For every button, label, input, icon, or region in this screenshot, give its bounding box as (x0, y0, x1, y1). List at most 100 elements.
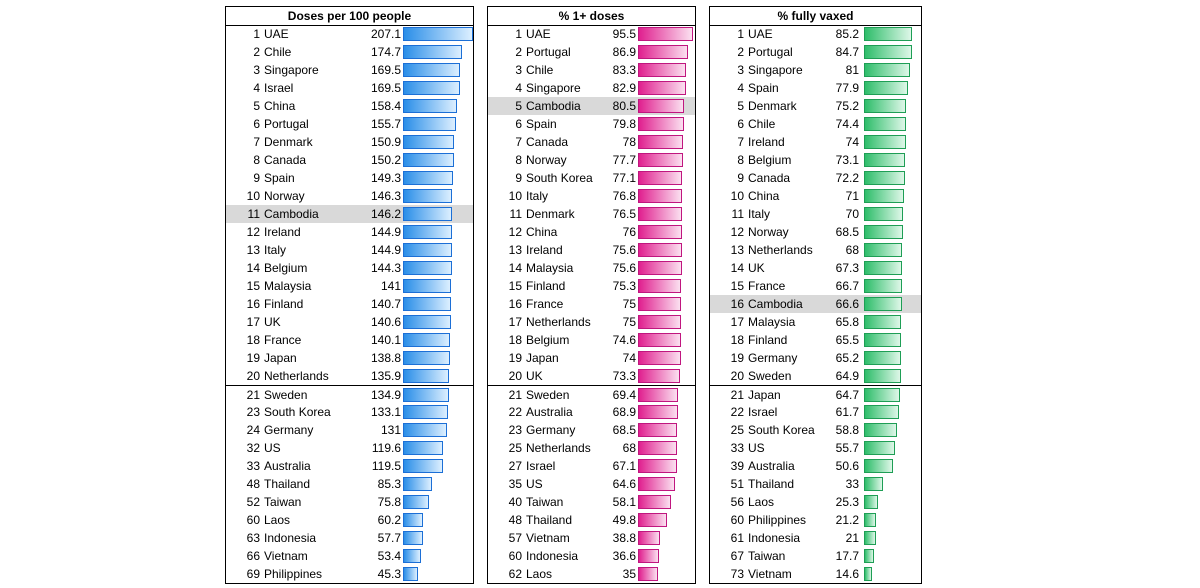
value-bar (864, 423, 898, 437)
rank-label: 1 (737, 27, 744, 41)
value-label: 49.8 (612, 513, 636, 527)
country-label: China (526, 225, 558, 239)
value-bar (864, 261, 902, 275)
value-bar (403, 189, 453, 203)
table-row: 12 Ireland 144.9 (226, 223, 473, 241)
country-label: Netherlands (526, 441, 591, 455)
value-bar (638, 531, 661, 545)
rank-label: 67 (730, 549, 744, 563)
rank-label: 23 (508, 423, 522, 437)
rank-label: 10 (246, 189, 260, 203)
table-row: 23 Germany 68.5 (488, 421, 695, 439)
table-row: 3 Singapore 81 (710, 61, 921, 79)
country-label: Cambodia (748, 297, 803, 311)
country-label: Netherlands (526, 315, 591, 329)
table-row: 16 Finland 140.7 (226, 295, 473, 313)
rank-label: 11 (509, 207, 522, 221)
table-row: 22 Israel 61.7 (710, 403, 921, 421)
value-label: 64.9 (835, 369, 859, 383)
table-row: 2 Portugal 86.9 (488, 43, 695, 61)
value-label: 57.7 (377, 531, 401, 545)
country-label: UAE (526, 27, 551, 41)
country-label: Philippines (264, 567, 323, 581)
rank-label: 17 (730, 315, 744, 329)
table-row: 12 Norway 68.5 (710, 223, 921, 241)
value-bar (638, 441, 678, 455)
value-label: 76 (622, 225, 636, 239)
value-label: 77.7 (612, 153, 636, 167)
table-row: 1 UAE 85.2 (710, 25, 921, 43)
table-row: 32 US 119.6 (226, 439, 473, 457)
table-row: 10 Norway 146.3 (226, 187, 473, 205)
rank-label: 10 (508, 189, 522, 203)
country-label: Portugal (748, 45, 793, 59)
table-row: 62 Laos 35 (488, 565, 695, 583)
rank-label: 61 (730, 531, 744, 545)
rank-label: 24 (246, 423, 260, 437)
value-bar (638, 171, 683, 185)
table-row: 56 Laos 25.3 (710, 493, 921, 511)
country-label: Chile (748, 117, 776, 131)
value-bar (638, 153, 683, 167)
value-label: 68 (622, 441, 636, 455)
value-label: 50.6 (835, 459, 859, 473)
value-bar (864, 117, 906, 131)
value-label: 119.6 (371, 441, 401, 455)
value-bar (403, 81, 461, 95)
rank-label: 7 (515, 135, 522, 149)
value-label: 144.9 (370, 225, 401, 239)
value-bar (403, 567, 419, 581)
rank-label: 21 (246, 388, 260, 402)
value-bar (403, 369, 449, 383)
value-bar (403, 549, 422, 563)
table-row: 60 Philippines 21.2 (710, 511, 921, 529)
value-bar (864, 388, 901, 402)
table-row: 61 Indonesia 21 (710, 529, 921, 547)
rank-label: 11 (731, 207, 744, 221)
table-row: 48 Thailand 49.8 (488, 511, 695, 529)
value-bar (403, 423, 448, 437)
value-bar (403, 315, 451, 329)
value-label: 150.9 (370, 135, 401, 149)
value-label: 76.5 (612, 207, 636, 221)
value-label: 207.1 (370, 27, 401, 41)
value-bar (403, 135, 454, 149)
value-bar (864, 297, 902, 311)
value-label: 75.6 (612, 243, 636, 257)
country-label: France (264, 333, 302, 347)
country-label: Malaysia (748, 315, 796, 329)
rank-label: 39 (730, 459, 744, 473)
table-row: 73 Vietnam 14.6 (710, 565, 921, 583)
country-label: Thailand (748, 477, 795, 491)
value-label: 75 (622, 297, 636, 311)
country-label: Indonesia (264, 531, 317, 545)
table-row: 10 China 71 (710, 187, 921, 205)
rank-label: 48 (246, 477, 260, 491)
value-bar (864, 405, 899, 419)
value-bar (638, 477, 676, 491)
rank-label: 13 (246, 243, 260, 257)
rank-label: 4 (737, 81, 744, 95)
value-bar (864, 63, 910, 77)
country-label: Ireland (748, 135, 785, 149)
rank-label: 56 (730, 495, 744, 509)
rank-label: 14 (508, 261, 522, 275)
country-label: Laos (526, 567, 553, 581)
rank-label: 69 (246, 567, 260, 581)
value-bar (864, 81, 908, 95)
rank-label: 8 (253, 153, 260, 167)
table-row: 6 Spain 79.8 (488, 115, 695, 133)
value-label: 146.2 (370, 207, 401, 221)
value-bar (864, 315, 902, 329)
value-bar (638, 388, 678, 402)
value-label: 144.9 (370, 243, 401, 257)
country-label: Spain (264, 171, 295, 185)
table-row: 66 Vietnam 53.4 (226, 547, 473, 565)
value-bar (638, 45, 689, 59)
table-row: 35 US 64.6 (488, 475, 695, 493)
value-label: 78 (622, 135, 636, 149)
rank-label: 3 (737, 63, 744, 77)
value-label: 38.8 (612, 531, 636, 545)
value-label: 65.2 (835, 351, 859, 365)
table-row: 16 France 75 (488, 295, 695, 313)
